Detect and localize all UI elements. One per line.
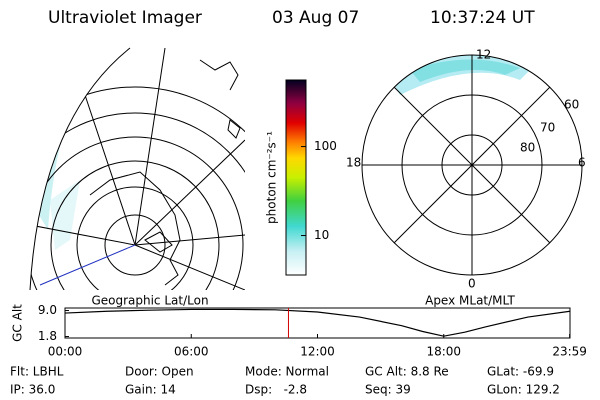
status-field: GLon: 129.2 bbox=[487, 383, 560, 397]
colorbar bbox=[285, 79, 307, 276]
y-axis-label: GC Alt bbox=[11, 304, 25, 342]
mlt-label: 0 bbox=[468, 277, 476, 291]
status-field: Mode: Normal bbox=[245, 365, 329, 379]
y-tick-label: 9.0 bbox=[38, 303, 57, 317]
status-field: Dsp: -2.8 bbox=[245, 383, 307, 397]
colorbar-label: photon cm⁻²s⁻¹ bbox=[265, 131, 279, 224]
status-field: GC Alt: 8.8 Re bbox=[365, 365, 449, 379]
map-label: Apex MLat/MLT bbox=[425, 294, 515, 308]
mlat-label: 70 bbox=[540, 121, 555, 135]
x-tick-label: 23:59 bbox=[552, 345, 587, 359]
status-field: Flt: LBHL bbox=[10, 365, 64, 379]
geographic-map bbox=[30, 48, 245, 290]
mlt-label: 6 bbox=[578, 156, 586, 170]
polar-map bbox=[361, 54, 583, 276]
date: 03 Aug 07 bbox=[272, 8, 359, 28]
time: 10:37:24 UT bbox=[430, 8, 535, 28]
x-tick-label: 06:00 bbox=[174, 345, 209, 359]
mlt-label: 18 bbox=[346, 156, 361, 170]
x-tick-label: 00:00 bbox=[48, 345, 83, 359]
status-field: Gain: 14 bbox=[125, 383, 176, 397]
altitude-line bbox=[64, 308, 571, 337]
footer: Flt: LBHL Door: Open Mode: Normal GC Alt: 8… bbox=[10, 365, 560, 397]
map-limb bbox=[29, 47, 131, 291]
x-tick-label: 12:00 bbox=[300, 345, 335, 359]
mlt-label: 12 bbox=[476, 48, 491, 62]
x-tick-label: 18:00 bbox=[426, 345, 461, 359]
map-label: Geographic Lat/Lon bbox=[91, 294, 208, 308]
title: Ultraviolet Imager bbox=[48, 8, 202, 28]
colorbar-tick-label: 10 bbox=[314, 228, 329, 242]
y-tick-label: 1.8 bbox=[38, 329, 57, 343]
mlat-label: 80 bbox=[520, 141, 535, 155]
status-field: IP: 36.0 bbox=[10, 383, 55, 397]
status-field: GLat: -69.9 bbox=[487, 365, 554, 379]
colorbar-tick-label: 100 bbox=[314, 139, 337, 153]
status-field: Seq: 39 bbox=[365, 383, 411, 397]
status-field: Door: Open bbox=[125, 365, 194, 379]
mlat-label: 60 bbox=[564, 98, 579, 112]
